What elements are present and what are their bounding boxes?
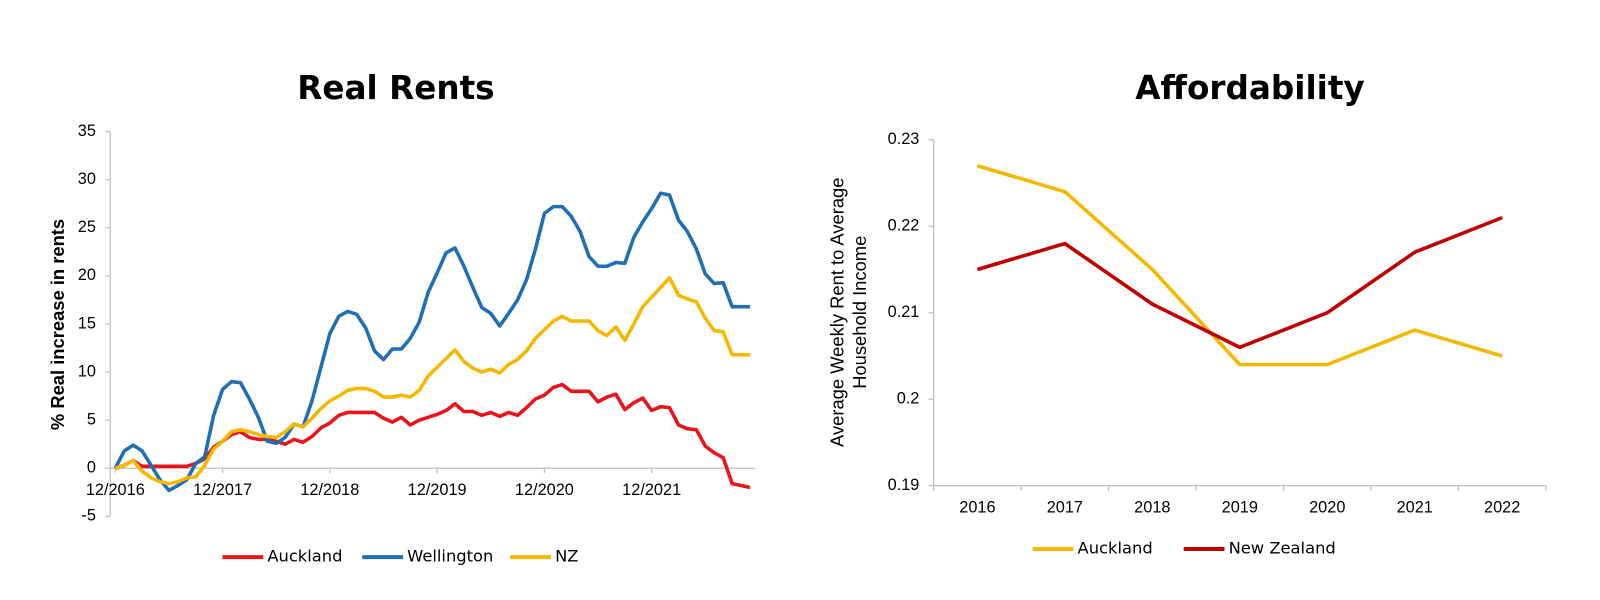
chart-title: Affordability [1135,69,1364,107]
y-tick-label: 20 [78,266,96,284]
y-axis-label: Average Weekly Rent to Average [827,178,848,447]
legend-label: Auckland [267,547,342,566]
y-tick-label: 0.19 [888,476,920,494]
y-tick-label: 25 [78,218,96,236]
legend-label: Auckland [1078,538,1153,557]
y-tick-label: 0.22 [888,217,920,235]
x-tick-label: 2017 [1047,498,1083,516]
y-axis-label: Household Income [849,236,870,389]
x-tick-label: 2022 [1484,498,1520,516]
y-tick-label: 10 [78,362,96,380]
x-tick-label: 12/2018 [300,481,359,499]
y-tick-label: 0.2 [897,390,920,408]
y-tick-label: 0.21 [888,303,920,321]
chart-title: Real Rents [297,69,494,107]
series-line [976,215,1503,350]
y-tick-label: 5 [87,410,96,428]
y-tick-label: 0 [87,459,96,477]
legend-label: Wellington [407,547,493,566]
x-tick-label: 12/2016 [86,481,145,499]
x-tick-label: 12/2020 [515,481,574,499]
y-axis-label: % Real increase in rents [47,219,68,430]
y-tick-label: 15 [78,314,96,332]
x-tick-label: 2018 [1134,498,1170,516]
x-tick-label: 12/2017 [193,481,252,499]
x-tick-label: 2021 [1397,498,1433,516]
x-tick-label: 12/2021 [622,481,681,499]
legend-label: New Zealand [1229,538,1336,557]
x-tick-label: 2016 [959,498,995,516]
y-tick-label: 0.23 [888,130,920,148]
y-tick-label: -5 [81,507,96,525]
series-line [976,164,1503,367]
legend-label: NZ [555,547,578,566]
x-tick-label: 2020 [1309,498,1345,516]
x-tick-label: 2019 [1222,498,1258,516]
series-line [113,191,750,493]
x-tick-label: 12/2019 [408,481,467,499]
y-tick-label: 35 [78,122,96,140]
series-line [114,276,750,486]
y-tick-label: 30 [78,170,96,188]
